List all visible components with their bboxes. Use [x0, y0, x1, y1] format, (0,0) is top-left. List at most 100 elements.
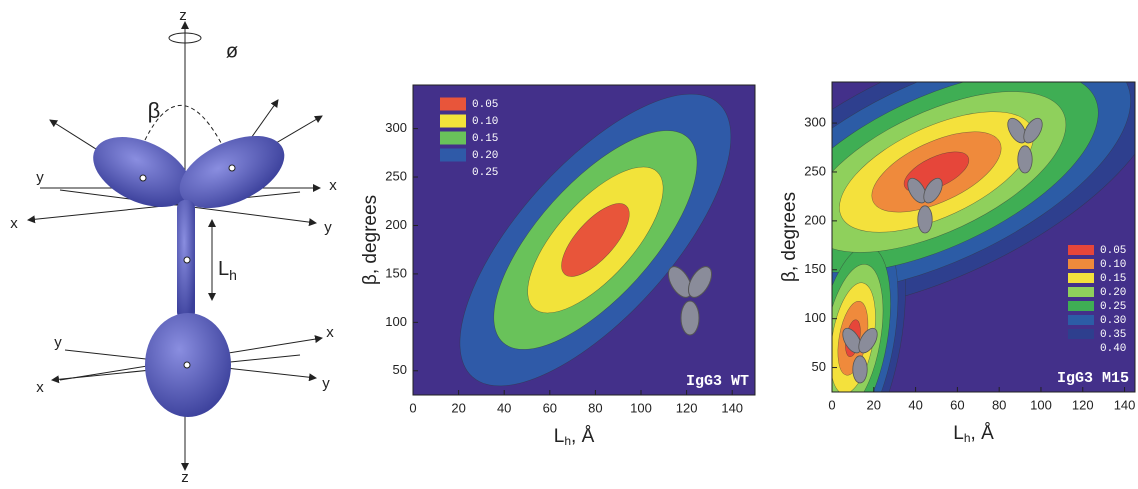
- x-tick-label: 140: [1114, 397, 1136, 412]
- legend-swatch: [1068, 329, 1094, 339]
- x-axis-label: Lh, Å: [953, 423, 994, 445]
- x-axis-label: Lh, Å: [554, 426, 595, 448]
- legend-label: 0.10: [1100, 259, 1126, 271]
- legend-label: 0.30: [1100, 315, 1126, 327]
- x-label-sub: h: [564, 434, 571, 448]
- legend-swatch: [1068, 245, 1094, 255]
- x-tick-label: 0: [409, 400, 416, 415]
- antibody-icon: [842, 327, 878, 384]
- x-tick-label: 60: [543, 400, 557, 415]
- icon-domain: [852, 355, 868, 384]
- legend-label: 0.20: [1100, 287, 1126, 299]
- legend-label: 0.40: [1100, 343, 1126, 355]
- y-tick-label: 250: [804, 163, 826, 178]
- y-tick-label: 150: [804, 261, 826, 276]
- x-label-sub: h: [964, 431, 971, 445]
- legend-label: 0.20: [472, 150, 498, 162]
- y-tick-label: 50: [393, 362, 407, 377]
- diagram-label: x: [10, 215, 18, 232]
- x-tick-label: 100: [1030, 397, 1052, 412]
- legend-swatch: [440, 148, 466, 162]
- x-tick-label: 120: [676, 400, 698, 415]
- x-tick-label: 120: [1072, 397, 1094, 412]
- legend-label: 0.15: [1100, 273, 1126, 285]
- legend-swatch: [1068, 301, 1094, 311]
- diagram-label: x: [36, 379, 44, 396]
- lh-label: Lh: [218, 258, 237, 282]
- icon-domain: [1023, 117, 1043, 144]
- x-tick-label: 80: [588, 400, 602, 415]
- contour-level: [903, 151, 970, 193]
- x-tick-label: 60: [950, 397, 964, 412]
- x-tick-label: 80: [992, 397, 1006, 412]
- diagram-label: x: [326, 324, 334, 341]
- x-tick-label: 20: [451, 400, 465, 415]
- y-tick-label: 150: [385, 265, 407, 280]
- x-label-rest: , Å: [971, 423, 995, 444]
- x-tick-label: 100: [630, 400, 652, 415]
- icon-domain: [1017, 145, 1033, 174]
- antibody-icon: [1007, 117, 1043, 174]
- icon-domain: [680, 300, 700, 336]
- legend-swatch: [440, 165, 466, 179]
- diagram-label: y: [36, 169, 44, 186]
- annotation: IgG3 WT: [686, 373, 749, 390]
- x-label-main: L: [953, 423, 964, 444]
- legend-swatch: [440, 97, 466, 111]
- y-tick-label: 250: [385, 168, 407, 183]
- y-tick-label: 300: [385, 120, 407, 135]
- diagram-label: ø: [226, 40, 238, 62]
- plot-frame: [412, 84, 756, 396]
- diagram-label: y: [324, 219, 332, 236]
- y-axis-label: β, degrees: [360, 195, 381, 285]
- x-tick-label: 40: [497, 400, 511, 415]
- y-tick-label: 300: [804, 115, 826, 130]
- y-tick-label: 100: [385, 314, 407, 329]
- annotation: IgG3 M15: [1057, 370, 1129, 387]
- legend-label: 0.05: [472, 99, 498, 111]
- contour-map: [832, 82, 1135, 392]
- plot-frame: [831, 81, 1136, 393]
- legend-swatch: [1068, 287, 1094, 297]
- x-tick-label: 0: [828, 397, 835, 412]
- icon-domain: [923, 177, 943, 204]
- legend-label: 0.25: [1100, 301, 1126, 313]
- x-label-main: L: [554, 426, 565, 447]
- diagram-label: z: [179, 7, 187, 24]
- x-tick-label: 140: [721, 400, 743, 415]
- legend-swatch: [1068, 259, 1094, 269]
- y-tick-label: 100: [804, 310, 826, 325]
- legend-swatch: [1068, 273, 1094, 283]
- legend-label: 0.35: [1100, 329, 1126, 341]
- y-tick-label: 200: [804, 212, 826, 227]
- antibody-icon: [907, 177, 943, 234]
- x-label-rest: , Å: [571, 426, 595, 447]
- contour-level: [561, 203, 630, 277]
- y-tick-label: 200: [385, 217, 407, 232]
- contour-map: [413, 85, 755, 395]
- x-tick-label: 40: [908, 397, 922, 412]
- legend-swatch: [440, 114, 466, 128]
- diagram-label: y: [54, 334, 62, 351]
- diagram-label: β: [148, 98, 161, 123]
- icon-domain: [917, 205, 933, 234]
- molecule-diagram: [27, 21, 323, 471]
- icon-domain: [858, 327, 878, 354]
- icon-domain: [687, 266, 713, 298]
- legend-label: 0.15: [472, 133, 498, 145]
- legend-swatch: [1068, 343, 1094, 353]
- icon-domain: [842, 327, 862, 354]
- antibody-icon: [667, 266, 713, 336]
- icon-domain: [1007, 117, 1027, 144]
- legend-label: 0.05: [1100, 245, 1126, 257]
- legend-label: 0.10: [472, 116, 498, 128]
- y-tick-label: 50: [812, 359, 826, 374]
- legend-label: 0.25: [472, 167, 498, 179]
- diagram-label: x: [329, 177, 337, 194]
- icon-domain: [667, 266, 693, 298]
- legend-swatch: [440, 131, 466, 145]
- icon-domain: [907, 177, 927, 204]
- diagram-label: z: [181, 469, 189, 484]
- y-axis-label: β, degrees: [779, 192, 800, 282]
- x-tick-label: 20: [867, 397, 881, 412]
